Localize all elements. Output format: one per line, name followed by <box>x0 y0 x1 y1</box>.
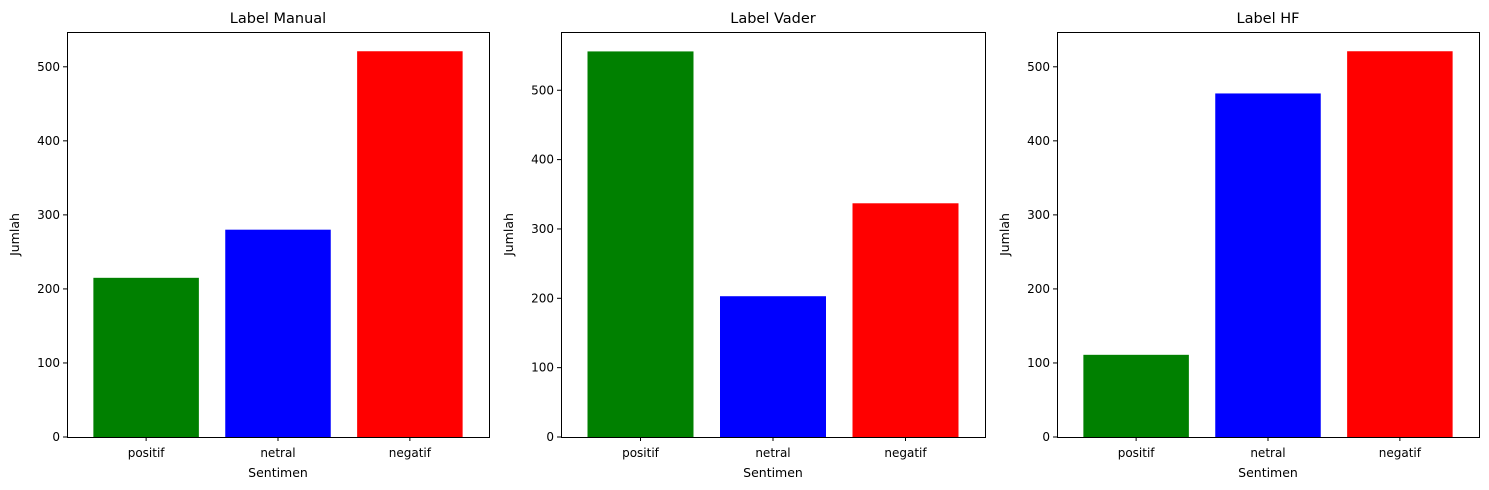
y-tick-label: 100 <box>531 361 554 375</box>
bar-negatif <box>852 203 959 437</box>
y-tick-label: 400 <box>1027 134 1050 148</box>
chart-title: Label HF <box>1237 11 1300 27</box>
x-tick-label: negatif <box>884 446 927 460</box>
bar-negatif <box>357 51 463 437</box>
subplot-2: 0 100 200 300 400 500 positif netral negatif Labe… <box>501 11 986 480</box>
y-tick-label: 300 <box>37 208 60 222</box>
y-tick-label: 0 <box>1042 430 1050 444</box>
bar-netral <box>720 296 826 437</box>
x-tick-label: netral <box>260 446 295 460</box>
y-tick-label: 200 <box>1027 282 1050 296</box>
y-tick-label: 300 <box>531 222 554 236</box>
subplot-1: 0 100 200 300 400 500 positif netral negatif Labe… <box>7 11 490 480</box>
x-tick-label: negatif <box>1379 446 1422 460</box>
x-tick-label: negatif <box>389 446 432 460</box>
chart-title: Label Vader <box>730 11 816 27</box>
y-tick-label: 0 <box>546 430 554 444</box>
y-tick-label: 0 <box>52 430 60 444</box>
y-axis-label: Jumlah <box>997 213 1012 257</box>
x-tick-label: positif <box>128 446 166 460</box>
y-tick-label: 500 <box>1027 60 1050 74</box>
y-tick-label: 400 <box>37 134 60 148</box>
y-tick-label: 100 <box>1027 356 1050 370</box>
x-tick-label: positif <box>1118 446 1156 460</box>
x-axis-label: Sentimen <box>1238 465 1298 480</box>
x-axis-label: Sentimen <box>743 465 803 480</box>
subplot-3: 0 100 200 300 400 500 positif netral negatif Labe… <box>997 11 1480 480</box>
bar-positif <box>1083 354 1189 437</box>
x-tick-label: netral <box>755 446 790 460</box>
bar-positif <box>93 277 199 437</box>
x-tick-label: netral <box>1250 446 1285 460</box>
y-axis-label: Jumlah <box>7 213 22 257</box>
x-tick-label: positif <box>622 446 660 460</box>
y-tick-label: 200 <box>37 282 60 296</box>
y-tick-label: 500 <box>531 83 554 97</box>
bar-negatif <box>1347 51 1453 437</box>
x-axis-label: Sentimen <box>248 465 308 480</box>
y-tick-label: 400 <box>531 153 554 167</box>
bar-netral <box>225 229 331 437</box>
y-tick-label: 300 <box>1027 208 1050 222</box>
bar-netral <box>1215 93 1321 438</box>
bar-positif <box>587 51 694 437</box>
y-tick-label: 200 <box>531 291 554 305</box>
chart-title: Label Manual <box>230 11 326 27</box>
y-tick-label: 100 <box>37 356 60 370</box>
y-tick-label: 500 <box>37 60 60 74</box>
y-axis-label: Jumlah <box>501 213 516 257</box>
